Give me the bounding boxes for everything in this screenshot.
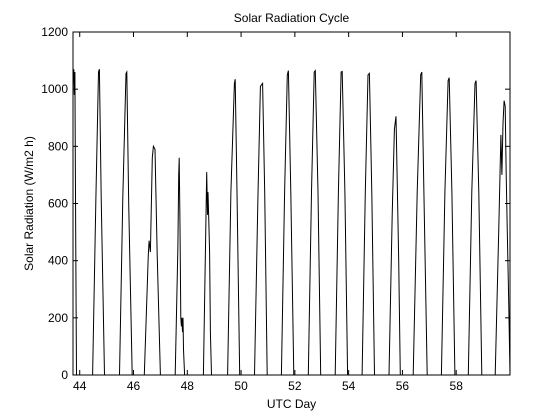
x-tick-label: 54 <box>342 379 356 393</box>
x-tick-label: 50 <box>234 379 248 393</box>
x-tick-label: 48 <box>181 379 195 393</box>
y-axis-title: Solar Radiation (W/m2 h) <box>22 136 36 271</box>
x-tick-label: 52 <box>288 379 302 393</box>
y-tick-label: 200 <box>48 311 68 325</box>
x-tick-label: 58 <box>450 379 464 393</box>
y-tick-label: 800 <box>48 139 68 153</box>
ticks-group: 44 46 48 50 52 54 56 58 0 200 400 600 800 1000 1200 <box>41 25 510 393</box>
y-tick-label: 600 <box>48 197 68 211</box>
series-group <box>72 69 511 376</box>
chart-title: Solar Radiation Cycle <box>234 11 350 25</box>
y-tick-label: 1200 <box>41 25 68 39</box>
y-tick-label: 1000 <box>41 82 68 96</box>
x-tick-label: 44 <box>73 379 87 393</box>
x-tick-label: 56 <box>396 379 410 393</box>
x-tick-label: 46 <box>127 379 141 393</box>
y-tick-label: 0 <box>61 368 68 382</box>
x-axis-title: UTC Day <box>267 397 316 411</box>
series-line-1 <box>72 69 511 376</box>
y-tick-label: 400 <box>48 254 68 268</box>
